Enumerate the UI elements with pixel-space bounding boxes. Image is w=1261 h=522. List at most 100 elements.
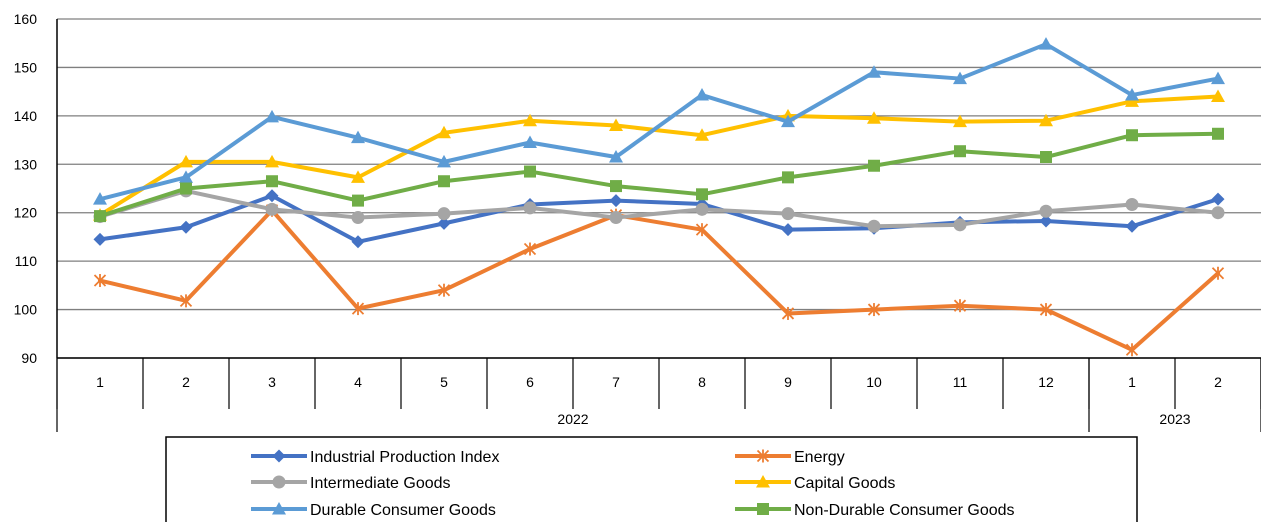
data-point-marker (93, 192, 107, 205)
data-point-marker (867, 65, 881, 78)
legend-box (165, 436, 1138, 522)
data-point-marker (180, 182, 192, 195)
data-point-marker (179, 220, 193, 234)
data-point-marker (781, 114, 795, 128)
data-point-marker (1211, 206, 1225, 220)
data-point-marker (437, 283, 451, 297)
data-point-marker (1039, 204, 1053, 218)
series-line (98, 42, 1220, 202)
data-point-marker (272, 502, 286, 515)
data-point-marker (757, 503, 769, 515)
data-point-marker (609, 194, 623, 208)
data-point-marker (1039, 113, 1053, 127)
y-tick-label: 120 (14, 205, 38, 221)
data-point-marker (1039, 37, 1053, 50)
y-axis: 90 100 110 120 130 140 150 160 (14, 11, 38, 366)
data-point-marker (867, 219, 881, 233)
legend-item: Industrial Production Index (251, 449, 499, 466)
data-point-marker (610, 180, 622, 193)
x-tick-label: 12 (1038, 374, 1054, 390)
data-point-marker (781, 223, 795, 237)
x-tick-label: 1 (96, 374, 104, 390)
x-tick-label: 3 (268, 374, 276, 390)
data-point-marker (756, 475, 770, 488)
data-point-marker (781, 207, 795, 221)
data-point-marker (868, 159, 880, 172)
data-point-marker (523, 201, 537, 215)
y-tick-label: 130 (14, 156, 38, 172)
y-tick-label: 150 (14, 59, 38, 75)
y-tick-label: 100 (14, 302, 38, 318)
data-point-marker (953, 71, 967, 85)
data-point-marker (93, 232, 107, 246)
legend-label: Non-Durable Consumer Goods (794, 502, 1015, 519)
data-point-marker (265, 109, 279, 123)
data-point-marker (696, 188, 708, 201)
series-line (98, 188, 1220, 229)
series-energy (93, 203, 1225, 357)
legend-label: Industrial Production Index (310, 449, 499, 466)
x-tick-label: 10 (866, 374, 882, 390)
x-tick-label: 2 (1214, 374, 1222, 390)
data-point-marker (1125, 88, 1139, 101)
x-tick-label: 5 (440, 374, 448, 390)
data-point-marker (265, 202, 279, 216)
data-point-marker (437, 154, 451, 168)
data-point-marker (94, 210, 106, 223)
legend-item: Intermediate Goods (251, 475, 451, 492)
data-point-marker (756, 449, 770, 463)
x-tick-label: 1 (1128, 374, 1136, 390)
data-point-marker (781, 306, 795, 320)
year-label: 2022 (557, 411, 588, 427)
data-point-marker (609, 118, 623, 132)
legend-item: Capital Goods (735, 475, 895, 492)
data-point-marker (523, 242, 537, 256)
legend-label: Energy (794, 449, 845, 466)
data-point-marker (782, 171, 794, 184)
data-point-marker (1039, 303, 1053, 317)
data-point-marker (1125, 197, 1139, 211)
series-non-durable-consumer-goods (94, 127, 1224, 223)
x-tick-label: 2 (182, 374, 190, 390)
year-label: 2023 (1159, 411, 1190, 427)
data-point-marker (867, 303, 881, 317)
data-point-marker (437, 125, 451, 139)
y-tick-label: 160 (14, 11, 38, 27)
data-point-marker (523, 135, 537, 148)
data-point-marker (179, 170, 193, 183)
series-line (98, 131, 1220, 219)
series-group (93, 37, 1225, 357)
x-tick-label: 9 (784, 374, 792, 390)
data-point-marker (1211, 89, 1225, 102)
data-point-marker (953, 114, 967, 128)
legend-label: Capital Goods (794, 475, 895, 492)
data-point-marker (954, 145, 966, 158)
gridlines (56, 18, 1261, 359)
series-capital-goods (93, 89, 1225, 221)
data-point-marker (695, 88, 709, 101)
data-point-marker (1211, 192, 1225, 206)
data-point-marker (351, 170, 365, 183)
data-point-marker (1212, 127, 1224, 140)
data-point-marker (524, 165, 536, 178)
data-point-marker (953, 299, 967, 313)
data-point-marker (272, 475, 286, 489)
legend-item: Energy (735, 449, 845, 466)
legend-item: Non-Durable Consumer Goods (735, 502, 1015, 519)
data-point-marker (93, 274, 107, 288)
data-point-marker (351, 235, 365, 249)
data-point-marker (265, 154, 279, 168)
data-point-marker (352, 194, 364, 207)
data-point-marker (1125, 219, 1139, 233)
data-point-marker (437, 216, 451, 230)
y-tick-label: 140 (14, 108, 38, 124)
series-durable-consumer-goods (93, 37, 1225, 205)
data-point-marker (867, 111, 881, 124)
data-point-marker (1211, 71, 1225, 85)
data-point-marker (523, 113, 537, 127)
legend-label: Intermediate Goods (310, 475, 451, 492)
data-point-marker (266, 175, 278, 188)
y-tick-label: 90 (21, 350, 37, 366)
